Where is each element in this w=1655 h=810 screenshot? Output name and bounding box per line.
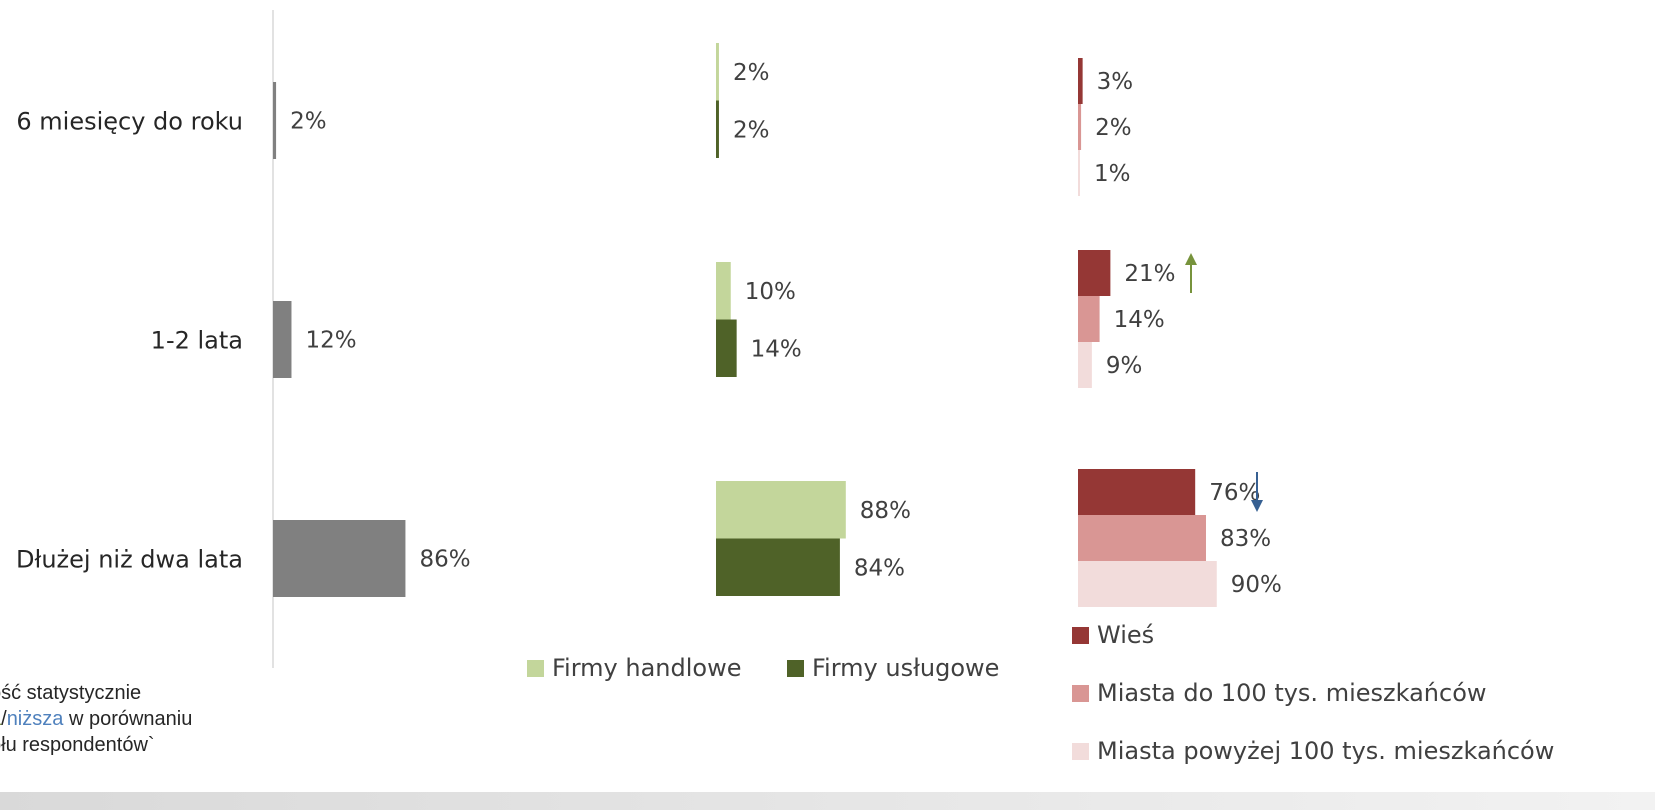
data-label-2-firmy-handlowe-6-miesiecy-do-roku: 2%	[733, 60, 770, 86]
note-rest: w porównaniu	[63, 708, 193, 730]
bar-3-miasta-do-100-tys-mieszkancow-dluzej-niz-dwa-lata	[1078, 515, 1206, 561]
bar-1-series-1-2-lata	[273, 301, 292, 378]
bottom-band	[0, 792, 1655, 810]
bar-3-miasta-do-100-tys-mieszkancow-6-miesiecy-do-roku	[1078, 104, 1082, 150]
legend-label: Miasta do 100 tys. mieszkańców	[1097, 679, 1487, 707]
data-label-1-series-6-miesiecy-do-roku: 2%	[290, 109, 327, 135]
legend-item-firmy-handlowe: Firmy handlowe	[527, 654, 742, 682]
bar-2-firmy-uslugowe-6-miesiecy-do-roku	[716, 100, 719, 158]
data-label-3-miasta-do-100-tys-mieszkancow-1-2-lata: 14%	[1114, 307, 1165, 333]
note-line-2: a/niższa w porównaniu	[0, 706, 290, 732]
bar-3-wies-1-2-lata	[1078, 250, 1111, 296]
bar-2-firmy-handlowe-6-miesiecy-do-roku	[716, 43, 719, 101]
data-label-2-firmy-handlowe-dluzej-niz-dwa-lata: 88%	[860, 498, 911, 524]
data-label-2-firmy-uslugowe-1-2-lata: 14%	[751, 336, 802, 362]
bar-1-series-6-miesiecy-do-roku	[273, 82, 277, 159]
note-line-3: ółu respondentów`	[0, 734, 155, 756]
bar-1-series-dluzej-niz-dwa-lata	[273, 520, 406, 597]
data-label-1-series-1-2-lata: 12%	[305, 328, 356, 354]
bar-2-firmy-handlowe-dluzej-niz-dwa-lata	[716, 481, 846, 539]
data-label-3-wies-6-miesiecy-do-roku: 3%	[1097, 69, 1134, 95]
category-label-6-miesiecy-do-roku: 6 miesięcy do roku	[16, 108, 243, 136]
data-label-2-firmy-uslugowe-6-miesiecy-do-roku: 2%	[733, 117, 770, 143]
legend-swatch	[1072, 742, 1089, 760]
data-label-3-miasta-do-100-tys-mieszkancow-dluzej-niz-dwa-lata: 83%	[1220, 526, 1271, 552]
data-label-3-wies-1-2-lata: 21%	[1124, 261, 1175, 287]
legend-label: Wieś	[1097, 621, 1155, 649]
data-label-2-firmy-uslugowe-dluzej-niz-dwa-lata: 84%	[854, 555, 905, 581]
data-label-3-miasta-do-100-tys-mieszkancow-6-miesiecy-do-roku: 2%	[1095, 115, 1132, 141]
data-label-2-firmy-handlowe-1-2-lata: 10%	[745, 279, 796, 305]
legend-swatch	[527, 659, 544, 677]
note-higher: a	[0, 708, 1, 730]
bar-3-wies-dluzej-niz-dwa-lata	[1078, 469, 1196, 515]
legend-label: Firmy usługowe	[812, 654, 1000, 682]
category-label-dluzej-niz-dwa-lata: Dłużej niż dwa lata	[16, 546, 243, 574]
legend-item-firmy-uslugowe: Firmy usługowe	[787, 654, 999, 682]
bar-3-miasta-powyzej-100-tys-mieszkancow-dluzej-niz-dwa-lata	[1078, 561, 1217, 607]
legend-item-miasta-do-100-tys-mieszkancow: Miasta do 100 tys. mieszkańców	[1072, 679, 1487, 707]
data-label-3-miasta-powyzej-100-tys-mieszkancow-6-miesiecy-do-roku: 1%	[1094, 161, 1131, 187]
legend-item-wies: Wieś	[1072, 621, 1154, 649]
bar-3-wies-6-miesiecy-do-roku	[1078, 58, 1083, 104]
bar-2-firmy-handlowe-1-2-lata	[716, 262, 731, 320]
arrow-up-icon	[1185, 253, 1197, 265]
category-label-1-2-lata: 1-2 lata	[151, 327, 243, 355]
note-slash: /	[1, 708, 7, 730]
bar-3-miasta-powyzej-100-tys-mieszkancow-1-2-lata	[1078, 342, 1092, 388]
bar-2-firmy-uslugowe-1-2-lata	[716, 319, 737, 377]
arrow-down-icon	[1251, 500, 1263, 512]
legend-item-miasta-powyzej-100-tys-mieszkancow: Miasta powyżej 100 tys. mieszkańców	[1072, 737, 1554, 765]
legend-swatch	[1072, 626, 1089, 644]
significance-note: ość statystycznie a/niższa w porównaniu …	[0, 680, 290, 758]
note-line-1: ość statystycznie	[0, 682, 142, 704]
bar-3-miasta-do-100-tys-mieszkancow-1-2-lata	[1078, 296, 1100, 342]
note-lower: niższa	[6, 708, 64, 730]
legend-label: Firmy handlowe	[552, 654, 742, 682]
data-label-1-series-dluzej-niz-dwa-lata: 86%	[419, 547, 470, 573]
data-label-3-miasta-powyzej-100-tys-mieszkancow-dluzej-niz-dwa-lata: 90%	[1231, 572, 1282, 598]
legend-swatch	[787, 659, 804, 677]
data-label-3-wies-dluzej-niz-dwa-lata: 76%	[1209, 480, 1260, 506]
bar-2-firmy-uslugowe-dluzej-niz-dwa-lata	[716, 538, 840, 596]
legend-label: Miasta powyżej 100 tys. mieszkańców	[1097, 737, 1555, 765]
legend-swatch	[1072, 684, 1089, 702]
bar-3-miasta-powyzej-100-tys-mieszkancow-6-miesiecy-do-roku	[1078, 150, 1080, 196]
data-label-3-miasta-powyzej-100-tys-mieszkancow-1-2-lata: 9%	[1106, 353, 1143, 379]
